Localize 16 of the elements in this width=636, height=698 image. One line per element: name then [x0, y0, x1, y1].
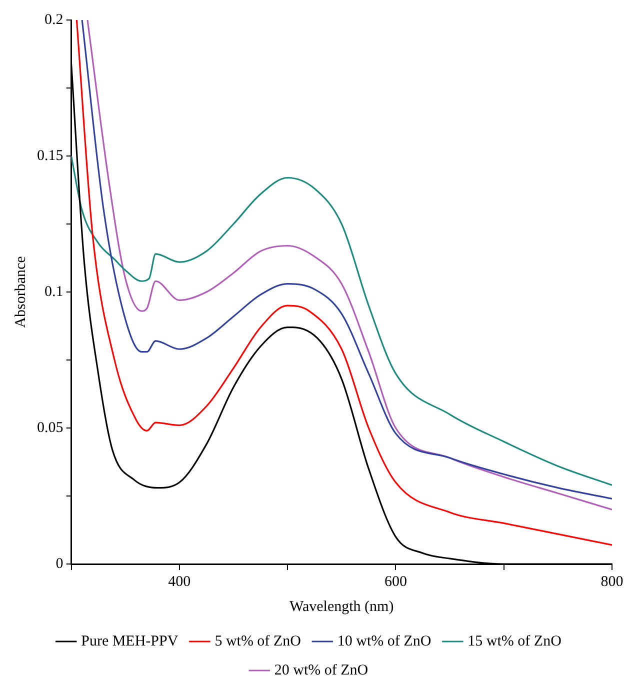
y-tick-label: 0.1	[44, 284, 64, 300]
legend-label: Pure MEH-PPV	[81, 633, 178, 650]
x-tick-label: 800	[600, 574, 624, 590]
x-tick-label: 600	[384, 574, 407, 590]
legend-label: 5 wt% of ZnO	[214, 633, 302, 650]
y-tick-label: 0.2	[44, 12, 64, 28]
legend-label: 10 wt% of ZnO	[337, 633, 432, 650]
y-axis-title: Absorbance	[12, 256, 29, 328]
legend-label: 15 wt% of ZnO	[468, 633, 562, 650]
legend-label: 20 wt% of ZnO	[274, 662, 368, 678]
y-tick-label: 0.05	[37, 420, 64, 436]
x-tick-label: 400	[168, 574, 191, 590]
line-series	[71, 155, 612, 486]
y-tick-label: 0	[56, 556, 64, 572]
y-tick-label: 0.15	[37, 148, 64, 164]
x-axis-title: Wavelength (nm)	[290, 598, 394, 615]
